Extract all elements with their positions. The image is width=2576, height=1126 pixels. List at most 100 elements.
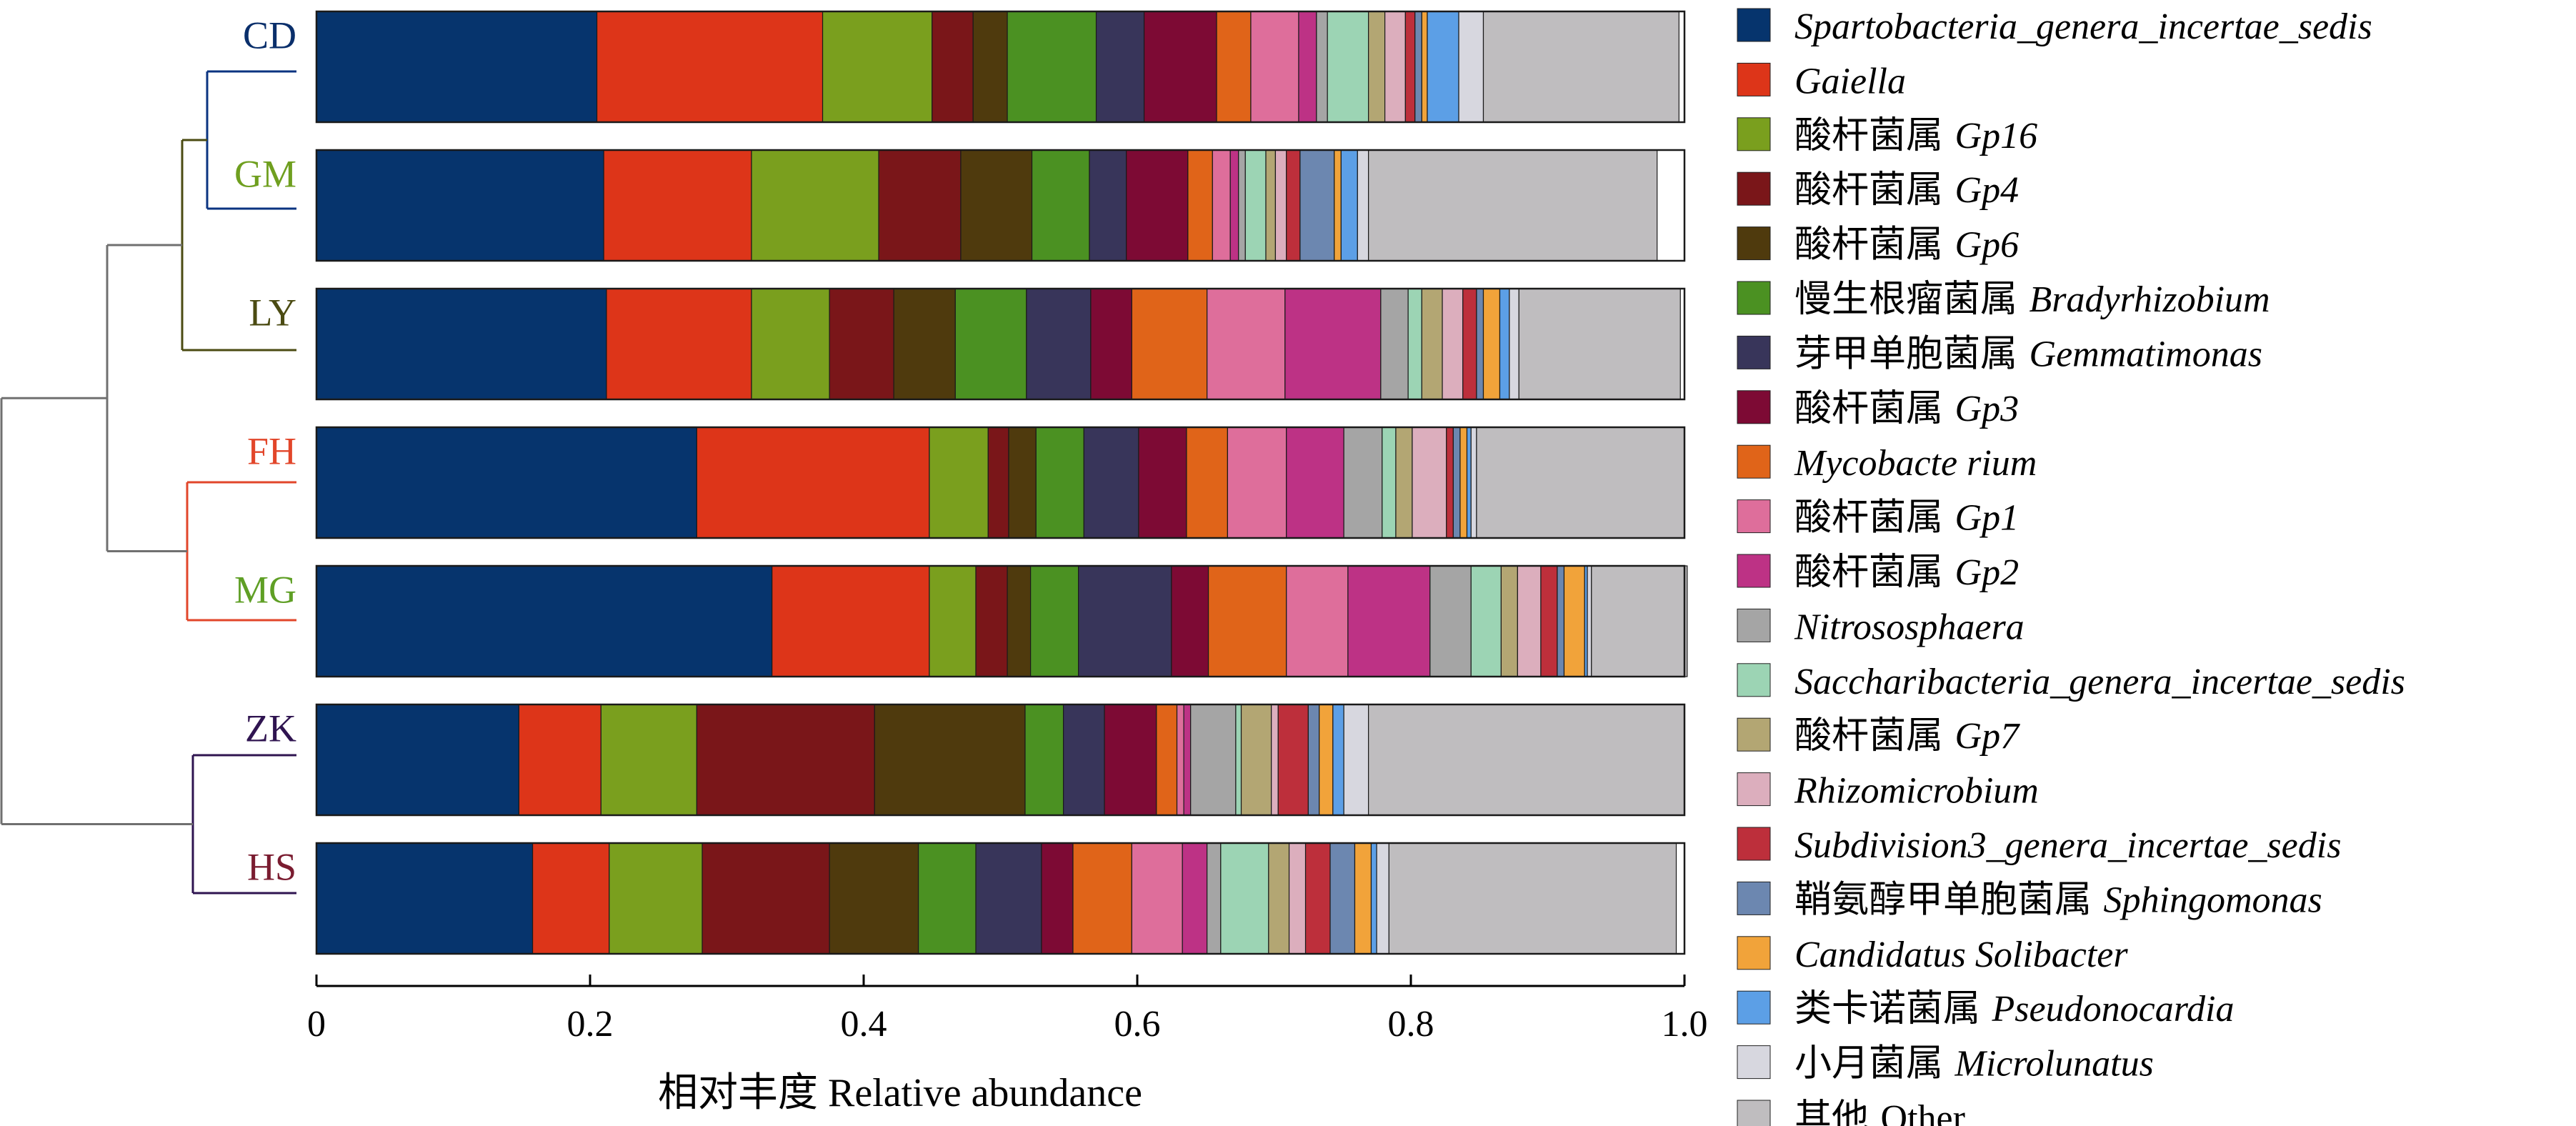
- legend-swatch-10: [1737, 554, 1771, 588]
- bar-segment-ly-20: [1518, 288, 1681, 400]
- bar-segment-fh-6: [1083, 427, 1139, 539]
- x-tick-label: 0.8: [1388, 1004, 1434, 1045]
- bar-segment-cd-16: [1414, 11, 1422, 123]
- bar-segment-mg-6: [1078, 565, 1172, 677]
- legend-swatch-20: [1737, 1100, 1771, 1126]
- bar-segment-mg-13: [1500, 565, 1518, 677]
- legend-label-16: 鞘氨醇甲单胞菌属 Sphingomonas: [1794, 878, 2322, 921]
- bar-segment-hs-12: [1220, 842, 1269, 955]
- bar-segment-hs-6: [975, 842, 1042, 955]
- bar-segment-mg-8: [1207, 565, 1287, 677]
- bar-segment-mg-0: [316, 565, 773, 677]
- bar-segment-zk-12: [1235, 704, 1242, 816]
- bar-outline-ly: [315, 287, 1686, 401]
- bar-segment-ly-12: [1407, 288, 1422, 400]
- legend-label-19: 小月菌属 Microlunatus: [1794, 1042, 2154, 1085]
- legend-swatch-1: [1737, 62, 1771, 96]
- bar-outline-zk: [315, 703, 1686, 817]
- bar-segment-hs-4: [829, 842, 919, 955]
- bar-segment-fh-18: [1466, 427, 1472, 539]
- bar-segment-zk-20: [1368, 704, 1685, 816]
- bar-segment-ly-16: [1476, 288, 1484, 400]
- bar-segment-gm-15: [1286, 149, 1301, 261]
- bar-segment-fh-20: [1476, 427, 1685, 539]
- bar-segment-gm-20: [1368, 149, 1658, 261]
- legend: Spartobacteria_genera_incertae_sedis Gaie…: [1737, 6, 2405, 1126]
- bar-segment-zk-4: [874, 704, 1026, 816]
- legend-swatch-15: [1737, 827, 1771, 861]
- bar-segment-cd-18: [1427, 11, 1459, 123]
- bar-segment-zk-2: [600, 704, 697, 816]
- legend-swatch-4: [1737, 226, 1771, 261]
- bar-segment-cd-0: [316, 11, 598, 123]
- bar-segment-hs-18: [1370, 842, 1377, 955]
- bar-segment-cd-11: [1316, 11, 1328, 123]
- bar-segment-ly-8: [1131, 288, 1208, 400]
- legend-label-20: 其他 Other: [1794, 1097, 1965, 1126]
- bar-outline-fh: [315, 426, 1686, 539]
- bar-segment-zk-8: [1156, 704, 1178, 816]
- bar-segment-ly-17: [1482, 288, 1501, 400]
- bar-segment-cd-8: [1216, 11, 1252, 123]
- bar-segment-ly-0: [316, 288, 607, 400]
- bar-segment-hs-1: [531, 842, 610, 955]
- legend-label-11: Nitrososphaera: [1794, 607, 2025, 647]
- bar-segment-mg-11: [1429, 565, 1472, 677]
- bar-segment-zk-1: [518, 704, 601, 816]
- bar-segment-mg-15: [1540, 565, 1558, 677]
- legend-swatch-19: [1737, 1045, 1771, 1080]
- legend-label-14: Rhizomicrobium: [1794, 771, 2039, 812]
- legend-swatch-18: [1737, 990, 1771, 1025]
- bar-segment-ly-1: [606, 288, 752, 400]
- bar-segment-hs-7: [1041, 842, 1074, 955]
- x-axis: 0 0.2 0.4 0.6 0.8 1.0: [307, 975, 1708, 1045]
- bar-segment-gm-5: [1031, 149, 1090, 261]
- bar-segment-mg-7: [1171, 565, 1209, 677]
- bar-segment-zk-17: [1319, 704, 1334, 816]
- bar-segment-fh-5: [1035, 427, 1084, 539]
- bar-segment-gm-3: [878, 149, 962, 261]
- bar-segment-zk-6: [1062, 704, 1105, 816]
- bar-segment-mg-17: [1563, 565, 1585, 677]
- x-axis-label: 相对丰度 Relative abundance: [658, 1071, 1142, 1115]
- legend-swatch-11: [1737, 608, 1771, 642]
- bar-segment-ly-6: [1026, 288, 1092, 400]
- bar-segment-gm-11: [1238, 149, 1246, 261]
- legend-swatch-9: [1737, 499, 1771, 534]
- bar-segment-gm-14: [1274, 149, 1287, 261]
- legend-label-13: 酸杆菌属 Gp7: [1794, 714, 2020, 757]
- legend-swatch-17: [1737, 936, 1771, 970]
- bar-segment-mg-10: [1347, 565, 1431, 677]
- bar-segment-gm-9: [1212, 149, 1231, 261]
- legend-swatch-16: [1737, 881, 1771, 915]
- legend-swatch-5: [1737, 281, 1771, 315]
- bar-segment-cd-13: [1368, 11, 1386, 123]
- bar-segment-zk-7: [1104, 704, 1157, 816]
- bar-segment-ly-5: [954, 288, 1027, 400]
- bar-segment-fh-10: [1286, 427, 1344, 539]
- bar-segment-fh-13: [1395, 427, 1413, 539]
- x-tick-label: 0.2: [567, 1004, 614, 1045]
- bar-segment-zk-15: [1277, 704, 1309, 816]
- legend-swatch-8: [1737, 444, 1771, 479]
- bar-segment-mg-5: [1030, 565, 1079, 677]
- bar-segment-zk-11: [1190, 704, 1237, 816]
- bar-segment-mg-3: [975, 565, 1008, 677]
- legend-swatch-7: [1737, 390, 1771, 424]
- bar-segment-gm-10: [1229, 149, 1239, 261]
- bar-segment-mg-14: [1517, 565, 1542, 677]
- bar-segment-hs-2: [609, 842, 703, 955]
- bar-segment-fh-2: [929, 427, 989, 539]
- legend-swatch-14: [1737, 772, 1771, 807]
- bar-segment-ly-9: [1207, 288, 1286, 400]
- bar-segment-ly-7: [1090, 288, 1132, 400]
- group-label-cd: CD: [243, 14, 296, 57]
- bar-segment-fh-19: [1470, 427, 1477, 539]
- legend-swatch-2: [1737, 117, 1771, 151]
- bar-segment-cd-12: [1327, 11, 1369, 123]
- bar-segment-hs-14: [1288, 842, 1307, 955]
- bar-segment-ly-15: [1462, 288, 1477, 400]
- legend-label-1: Gaiella: [1794, 61, 1906, 101]
- bar-segment-fh-11: [1343, 427, 1383, 539]
